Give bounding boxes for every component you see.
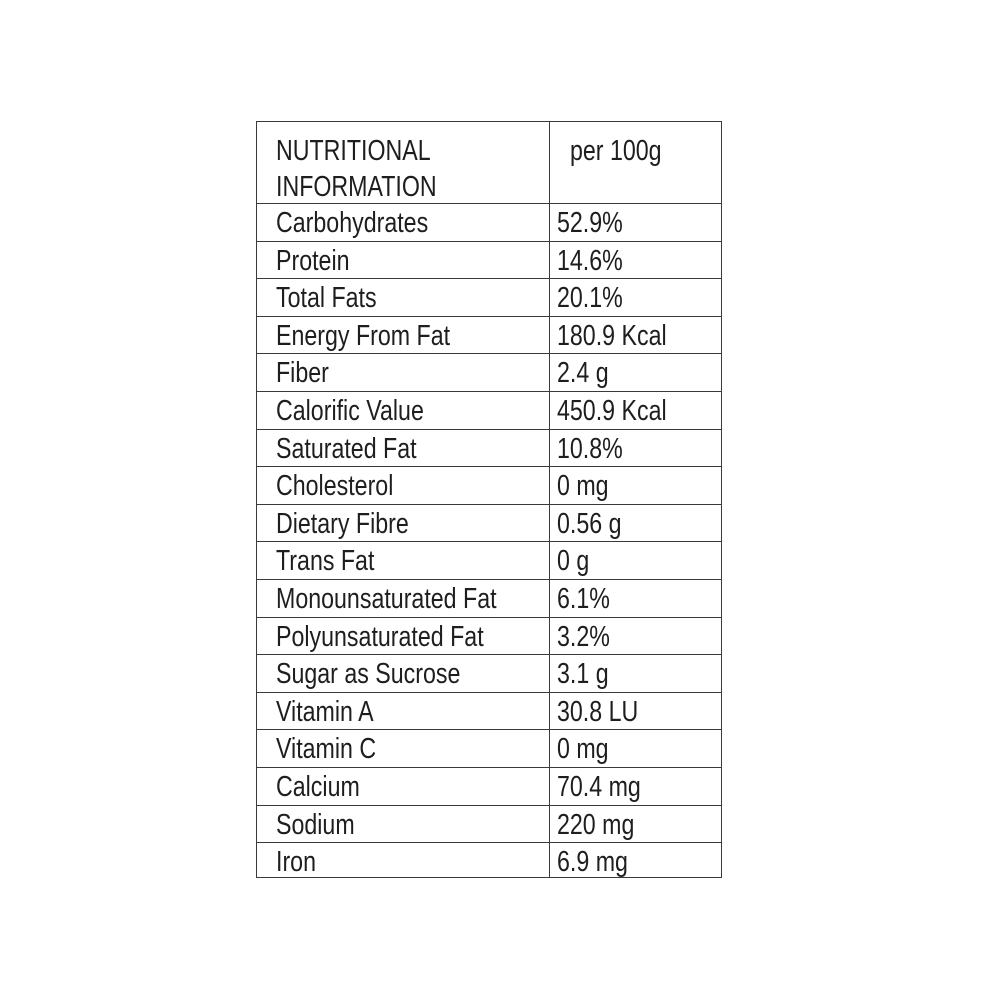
table-row: Monounsaturated Fat 6.1% <box>257 580 721 618</box>
table-row: Saturated Fat 10.8% <box>257 430 721 468</box>
nutrient-value: 0 g <box>557 545 590 578</box>
header-label-line1: NUTRITIONAL <box>276 135 431 167</box>
nutrient-label: Cholesterol <box>276 470 394 503</box>
table-row: Calorific Value 450.9 Kcal <box>257 392 721 430</box>
table-row: Cholesterol 0 mg <box>257 467 721 505</box>
table-row: Energy From Fat 180.9 Kcal <box>257 317 721 355</box>
nutrient-label: Fiber <box>276 357 329 390</box>
column-divider <box>549 122 550 877</box>
nutrient-label: Energy From Fat <box>276 319 451 352</box>
table-row: Sugar as Sucrose 3.1 g <box>257 655 721 693</box>
nutrient-value: 20.1% <box>557 282 623 315</box>
table-row: Sodium 220 mg <box>257 806 721 844</box>
table-row: Vitamin C 0 mg <box>257 730 721 768</box>
table-row: Fiber 2.4 g <box>257 354 721 392</box>
nutrient-value: 3.1 g <box>557 658 609 691</box>
nutrient-label: Polyunsaturated Fat <box>276 620 484 653</box>
table-row: Protein 14.6% <box>257 242 721 280</box>
nutrient-value: 180.9 Kcal <box>557 319 667 352</box>
nutrient-label: Total Fats <box>276 282 377 315</box>
table-row: Total Fats 20.1% <box>257 279 721 317</box>
nutrient-value: 220 mg <box>557 808 635 841</box>
nutrient-value: 2.4 g <box>557 357 609 390</box>
nutrient-label: Dietary Fibre <box>276 507 409 540</box>
nutrient-label: Calcium <box>276 771 360 803</box>
nutrient-value: 52.9% <box>557 207 623 239</box>
header-label-line2: INFORMATION <box>276 171 437 203</box>
header-label: NUTRITIONAL INFORMATION <box>276 133 437 205</box>
nutrient-value: 6.1% <box>557 583 610 615</box>
nutrition-table: NUTRITIONAL INFORMATION per 100g Carbohy… <box>256 121 722 878</box>
nutrient-label: Iron <box>276 846 316 879</box>
table-row: Polyunsaturated Fat 3.2% <box>257 618 721 656</box>
table-row: Carbohydrates 52.9% <box>257 204 721 242</box>
table-row: Iron 6.9 mg <box>257 843 721 881</box>
nutrient-value: 30.8 LU <box>557 695 639 728</box>
nutrient-label: Carbohydrates <box>276 207 429 239</box>
table-row: Trans Fat 0 g <box>257 542 721 580</box>
nutrient-value: 10.8% <box>557 432 623 465</box>
nutrient-value: 450.9 Kcal <box>557 395 667 427</box>
header-value: per 100g <box>570 135 662 167</box>
nutrient-value: 14.6% <box>557 244 623 277</box>
nutrient-label: Vitamin A <box>276 695 374 728</box>
table-row: Vitamin A 30.8 LU <box>257 693 721 731</box>
nutrient-label: Sodium <box>276 808 355 841</box>
nutrient-label: Protein <box>276 244 350 277</box>
nutrient-value: 0 mg <box>557 470 609 503</box>
table-row: Dietary Fibre 0.56 g <box>257 505 721 543</box>
nutrient-label: Vitamin C <box>276 733 377 766</box>
nutrient-value: 6.9 mg <box>557 846 628 879</box>
nutrient-value: 0 mg <box>557 733 609 766</box>
nutrient-label: Trans Fat <box>276 545 375 578</box>
table-header: NUTRITIONAL INFORMATION per 100g <box>257 122 721 204</box>
nutrient-label: Calorific Value <box>276 395 424 427</box>
nutrient-value: 0.56 g <box>557 507 622 540</box>
table-row: Calcium 70.4 mg <box>257 768 721 806</box>
nutrient-label: Sugar as Sucrose <box>276 658 461 691</box>
nutrient-label: Monounsaturated Fat <box>276 583 497 615</box>
nutrient-label: Saturated Fat <box>276 432 417 465</box>
nutrient-value: 3.2% <box>557 620 610 653</box>
nutrient-value: 70.4 mg <box>557 771 641 803</box>
